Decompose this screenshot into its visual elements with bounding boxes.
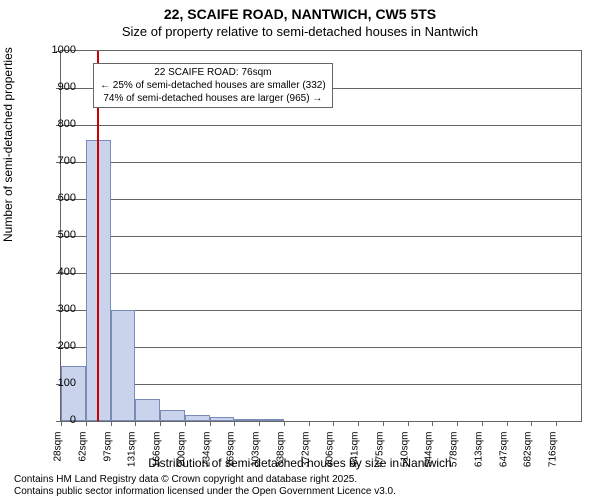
title-main: 22, SCAIFE ROAD, NANTWICH, CW5 5TS bbox=[0, 6, 600, 22]
x-tick-label: 234sqm bbox=[201, 432, 212, 472]
x-tick bbox=[531, 421, 532, 426]
chart-container: 22, SCAIFE ROAD, NANTWICH, CW5 5TS Size … bbox=[0, 0, 600, 500]
footer-line-1: Contains HM Land Registry data © Crown c… bbox=[14, 474, 396, 486]
x-tick bbox=[457, 421, 458, 426]
x-tick-label: 510sqm bbox=[399, 432, 410, 472]
x-tick-label: 647sqm bbox=[498, 432, 509, 472]
x-tick bbox=[383, 421, 384, 426]
x-tick-label: 544sqm bbox=[424, 432, 435, 472]
x-tick-label: 200sqm bbox=[176, 432, 187, 472]
x-tick-label: 303sqm bbox=[251, 432, 262, 472]
x-tick bbox=[86, 421, 87, 426]
title-sub: Size of property relative to semi-detach… bbox=[0, 24, 600, 39]
x-tick bbox=[358, 421, 359, 426]
x-tick bbox=[507, 421, 508, 426]
x-tick-label: 613sqm bbox=[473, 432, 484, 472]
x-tick bbox=[185, 421, 186, 426]
y-tick-label: 400 bbox=[46, 266, 76, 278]
y-tick-label: 200 bbox=[46, 340, 76, 352]
x-tick-label: 372sqm bbox=[300, 432, 311, 472]
gridline bbox=[61, 162, 581, 163]
y-tick-label: 100 bbox=[46, 377, 76, 389]
x-tick-label: 441sqm bbox=[350, 432, 361, 472]
footer-line-2: Contains public sector information licen… bbox=[14, 486, 396, 498]
x-tick-label: 338sqm bbox=[275, 432, 286, 472]
x-tick-label: 131sqm bbox=[127, 432, 138, 472]
histogram-bar bbox=[160, 410, 185, 421]
x-tick bbox=[259, 421, 260, 426]
annotation-line: 74% of semi-detached houses are larger (… bbox=[100, 92, 326, 105]
histogram-bar bbox=[234, 419, 259, 421]
x-tick-label: 716sqm bbox=[548, 432, 559, 472]
x-tick-label: 97sqm bbox=[102, 432, 113, 472]
annotation-line: 22 SCAIFE ROAD: 76sqm bbox=[100, 66, 326, 79]
y-tick-label: 300 bbox=[46, 303, 76, 315]
gridline bbox=[61, 384, 581, 385]
y-tick-label: 0 bbox=[46, 414, 76, 426]
y-tick-label: 800 bbox=[46, 118, 76, 130]
x-tick bbox=[556, 421, 557, 426]
x-tick-label: 28sqm bbox=[53, 432, 64, 472]
x-tick-label: 682sqm bbox=[523, 432, 534, 472]
histogram-bar bbox=[61, 366, 86, 422]
gridline bbox=[61, 199, 581, 200]
plot-area: 22 SCAIFE ROAD: 76sqm← 25% of semi-detac… bbox=[60, 50, 582, 422]
y-tick-label: 500 bbox=[46, 229, 76, 241]
x-tick bbox=[234, 421, 235, 426]
histogram-bar bbox=[210, 417, 235, 421]
annotation-box: 22 SCAIFE ROAD: 76sqm← 25% of semi-detac… bbox=[93, 63, 333, 108]
x-tick bbox=[135, 421, 136, 426]
x-tick-label: 475sqm bbox=[374, 432, 385, 472]
x-tick bbox=[432, 421, 433, 426]
x-tick bbox=[111, 421, 112, 426]
x-tick bbox=[284, 421, 285, 426]
x-tick-label: 578sqm bbox=[449, 432, 460, 472]
gridline bbox=[61, 236, 581, 237]
y-tick-label: 900 bbox=[46, 81, 76, 93]
y-tick-label: 1000 bbox=[46, 44, 76, 56]
x-tick bbox=[408, 421, 409, 426]
annotation-line: ← 25% of semi-detached houses are smalle… bbox=[100, 79, 326, 92]
footer-attribution: Contains HM Land Registry data © Crown c… bbox=[14, 474, 396, 498]
x-tick-label: 269sqm bbox=[226, 432, 237, 472]
x-tick bbox=[333, 421, 334, 426]
gridline bbox=[61, 347, 581, 348]
x-tick bbox=[160, 421, 161, 426]
histogram-bar bbox=[185, 415, 210, 421]
y-tick-label: 700 bbox=[46, 155, 76, 167]
x-tick bbox=[210, 421, 211, 426]
y-tick-label: 600 bbox=[46, 192, 76, 204]
histogram-bar bbox=[135, 399, 160, 421]
gridline bbox=[61, 125, 581, 126]
x-tick-label: 406sqm bbox=[325, 432, 336, 472]
gridline bbox=[61, 273, 581, 274]
gridline bbox=[61, 310, 581, 311]
x-tick-label: 166sqm bbox=[152, 432, 163, 472]
y-axis-label: Number of semi-detached properties bbox=[1, 47, 15, 242]
x-tick bbox=[482, 421, 483, 426]
histogram-bar bbox=[259, 419, 284, 421]
histogram-bar bbox=[111, 310, 136, 421]
x-tick-label: 62sqm bbox=[77, 432, 88, 472]
x-tick bbox=[309, 421, 310, 426]
